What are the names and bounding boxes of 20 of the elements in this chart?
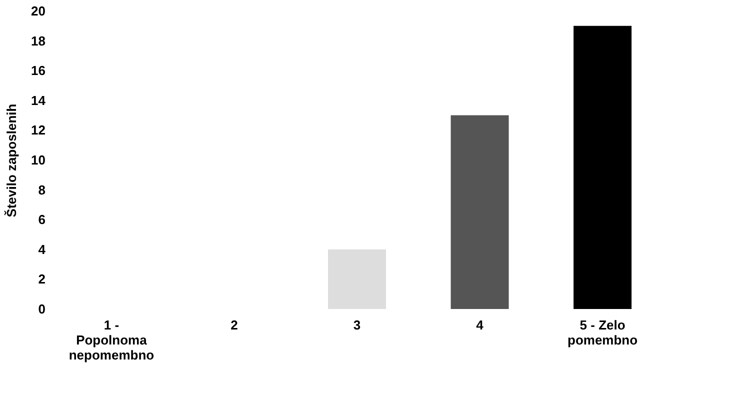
y-axis-title: Število zaposlenih — [4, 104, 20, 218]
y-tick-label: 10 — [31, 152, 46, 168]
y-tick-label: 14 — [31, 92, 46, 108]
y-tick-label: 6 — [38, 212, 46, 228]
y-tick-label: 8 — [38, 182, 46, 198]
bar — [574, 26, 632, 309]
y-tick-label: 20 — [31, 4, 46, 18]
y-tick-label: 4 — [38, 242, 46, 257]
y-tick-label: 12 — [31, 122, 46, 138]
y-tick-label: 0 — [38, 302, 46, 316]
x-tick-label: 1 - Popolnoma nepomembno — [68, 318, 154, 362]
bar — [450, 115, 509, 309]
y-tick-label: 18 — [31, 33, 46, 48]
y-tick-label: 2 — [38, 272, 46, 287]
x-tick-label: 2 — [230, 318, 238, 332]
x-tick-label: 5 - Zelo pomembno — [568, 318, 638, 348]
x-tick-label: 4 — [476, 318, 484, 332]
x-tick-label: 3 — [353, 318, 361, 332]
y-tick-label: 16 — [31, 63, 46, 78]
bar — [328, 249, 386, 309]
